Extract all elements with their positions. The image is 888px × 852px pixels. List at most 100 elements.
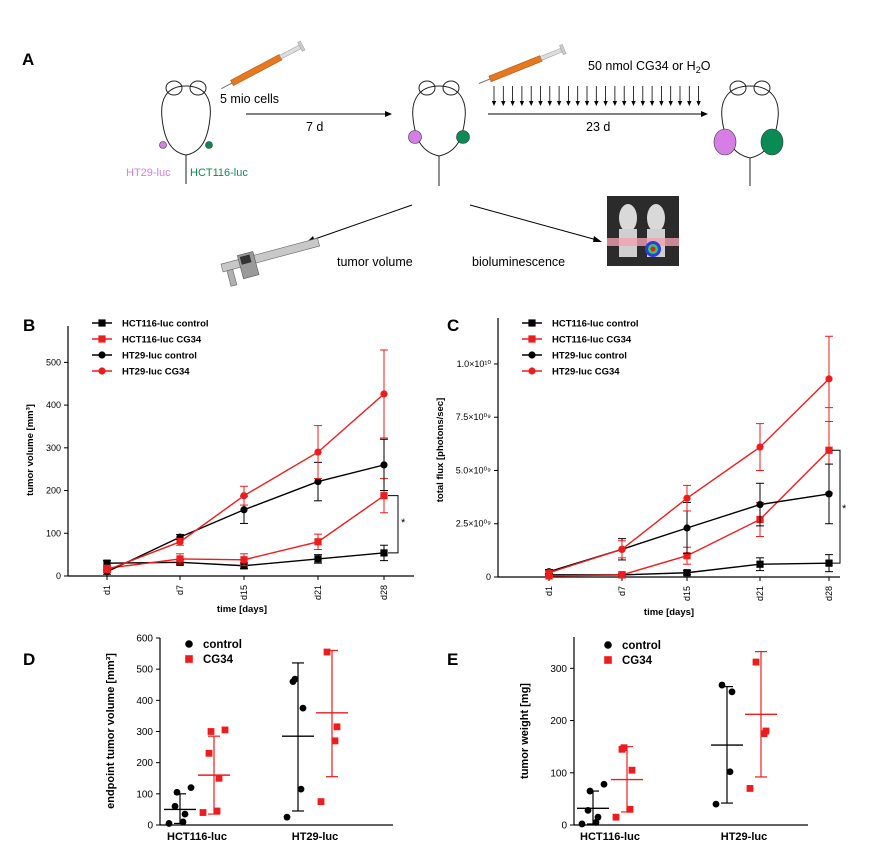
tumor-left-small bbox=[159, 141, 167, 149]
label-hct116: HCT116-luc bbox=[190, 167, 248, 179]
injection-arrow-head-15 bbox=[622, 101, 627, 106]
legend-label-C-0: HCT116-luc control bbox=[552, 319, 639, 330]
data-point-B-3-1 bbox=[176, 538, 184, 546]
tumor-left-medium bbox=[408, 130, 422, 144]
legend-label-C-3: HT29-luc CG34 bbox=[552, 367, 620, 378]
legend-marker-C-1 bbox=[528, 335, 536, 343]
data-point-E-1-0-2 bbox=[628, 766, 636, 774]
legend-marker-B-3 bbox=[98, 367, 106, 375]
injection-arrow-head-10 bbox=[575, 101, 580, 106]
y-tick-label-D-0: 0 bbox=[147, 821, 153, 832]
y-tick-label-D-5: 500 bbox=[136, 665, 153, 676]
legend-marker-B-0 bbox=[98, 319, 106, 327]
x-tick-label-B-2: d15 bbox=[239, 585, 249, 600]
data-point-D-1-1-1 bbox=[331, 737, 339, 745]
tumor-left-large bbox=[713, 128, 737, 156]
legend-marker-E-0 bbox=[604, 641, 612, 649]
injection-arrow-head-8 bbox=[556, 101, 562, 106]
legend-marker-E-1 bbox=[604, 656, 612, 664]
legend-label-E-1: CG34 bbox=[622, 655, 653, 667]
legend-label-C-1: HCT116-luc CG34 bbox=[552, 335, 632, 346]
injection-arrow-head-6 bbox=[538, 101, 543, 106]
daily-injection-arrows bbox=[491, 86, 701, 106]
data-point-E-1-0-4 bbox=[620, 744, 628, 752]
data-point-C-3-2 bbox=[683, 494, 691, 502]
data-point-D-0-0-3 bbox=[171, 802, 179, 810]
injection-arrow-head-21 bbox=[677, 101, 683, 106]
y-tick-label-E-2: 200 bbox=[550, 716, 567, 727]
series-line-C-2 bbox=[548, 493, 830, 573]
injection-arrow-head-12 bbox=[594, 101, 599, 106]
data-point-B-1-1 bbox=[176, 555, 184, 563]
legend-marker-C-2 bbox=[528, 351, 536, 359]
tumor-right-small bbox=[205, 141, 213, 149]
panel-letter-b: B bbox=[23, 316, 35, 335]
syringe-icon bbox=[478, 44, 567, 84]
injection-arrow-head-3 bbox=[510, 101, 515, 106]
y-tick-label-C-2: 5.0×10⁰⁹ bbox=[456, 465, 491, 475]
data-point-B-0-0 bbox=[103, 559, 111, 567]
injection-arrow-head-14 bbox=[612, 101, 618, 106]
data-point-D-0-0-4 bbox=[173, 788, 181, 796]
data-point-B-3-0 bbox=[103, 566, 111, 574]
y-tick-label-C-3: 7.5×10⁰⁹ bbox=[456, 412, 491, 422]
data-point-D-1-0-3 bbox=[205, 749, 213, 757]
y-tick-label-C-0: 0 bbox=[486, 572, 491, 582]
data-point-D-1-0-1 bbox=[213, 807, 221, 815]
data-point-E-0-1-1 bbox=[726, 768, 734, 776]
y-tick-label-D-2: 200 bbox=[136, 758, 153, 769]
data-point-D-0-1-4 bbox=[291, 675, 299, 683]
injection-arrow-head-20 bbox=[668, 101, 673, 106]
data-point-C-1-1 bbox=[618, 571, 626, 579]
y-tick-label-E-0: 0 bbox=[561, 821, 567, 832]
arrow-to-lum bbox=[469, 204, 598, 241]
data-point-E-1-1-2 bbox=[762, 727, 770, 735]
tumor-right-medium bbox=[456, 130, 470, 144]
data-point-E-1-0-1 bbox=[626, 805, 634, 813]
x-tick-label-C-3: d21 bbox=[755, 586, 765, 601]
panel-letter-c: C bbox=[447, 316, 459, 335]
panel-d: D 0 100 200 300 400 500 600 HCT116-luc HT29-luc… bbox=[23, 634, 393, 843]
data-point-D-0-0-0 bbox=[165, 820, 173, 827]
legend-marker-C-3 bbox=[528, 367, 536, 375]
inject-cg34-label: 50 nmol CG34 or H2O bbox=[588, 59, 711, 75]
series-line-C-3 bbox=[548, 378, 830, 574]
data-point-B-1-3 bbox=[314, 538, 322, 546]
data-point-E-0-1-0 bbox=[712, 800, 720, 808]
y-title-b: tumor volume [mm³] bbox=[25, 404, 36, 496]
panel-letter-d: D bbox=[23, 650, 35, 669]
mouse-outline-icon bbox=[161, 80, 211, 184]
y-tick-label-E-1: 100 bbox=[550, 768, 567, 779]
label-ht29: HT29-luc bbox=[126, 167, 171, 179]
arrow-7d-label: 7 d bbox=[306, 120, 323, 134]
y-tick-label-B-5: 500 bbox=[46, 357, 61, 367]
y-tick-label-D-4: 400 bbox=[136, 696, 153, 707]
x-tick-label-E-1: HT29-luc bbox=[721, 831, 767, 843]
y-tick-label-D-6: 600 bbox=[136, 634, 153, 645]
y-tick-label-B-3: 300 bbox=[46, 443, 61, 453]
significance-bracket-C bbox=[832, 449, 841, 564]
data-point-E-1-1-0 bbox=[746, 785, 754, 792]
x-tick-label-B-3: d21 bbox=[313, 585, 323, 600]
y-tick-label-B-4: 400 bbox=[46, 400, 61, 410]
y-tick-label-D-3: 300 bbox=[136, 727, 153, 738]
legend-marker-C-0 bbox=[528, 319, 536, 327]
data-point-E-0-1-3 bbox=[718, 681, 726, 689]
panel-b: B 0 100 200 300 400 500 d1 d7 d15 d21 d28 tumor v… bbox=[23, 316, 414, 615]
data-point-D-1-1-0 bbox=[317, 798, 325, 806]
significance-b: * bbox=[401, 517, 406, 529]
legend-label-C-2: HT29-luc control bbox=[552, 351, 627, 362]
data-point-B-2-3 bbox=[314, 477, 322, 486]
caliper-icon bbox=[220, 237, 320, 287]
data-point-B-2-2 bbox=[240, 506, 248, 514]
data-point-E-0-1-2 bbox=[728, 688, 736, 696]
y-title-d: endpoint tumor volume [mm³] bbox=[105, 653, 117, 809]
data-point-E-0-0-4 bbox=[586, 787, 594, 795]
injection-arrow-head-13 bbox=[603, 101, 608, 106]
data-point-D-1-0-5 bbox=[221, 726, 229, 734]
data-point-C-0-4 bbox=[825, 559, 833, 567]
injection-arrow-head-22 bbox=[687, 101, 692, 106]
y-tick-label-C-1: 2.5×10⁰⁹ bbox=[456, 519, 491, 529]
data-point-E-0-0-0 bbox=[578, 820, 586, 828]
